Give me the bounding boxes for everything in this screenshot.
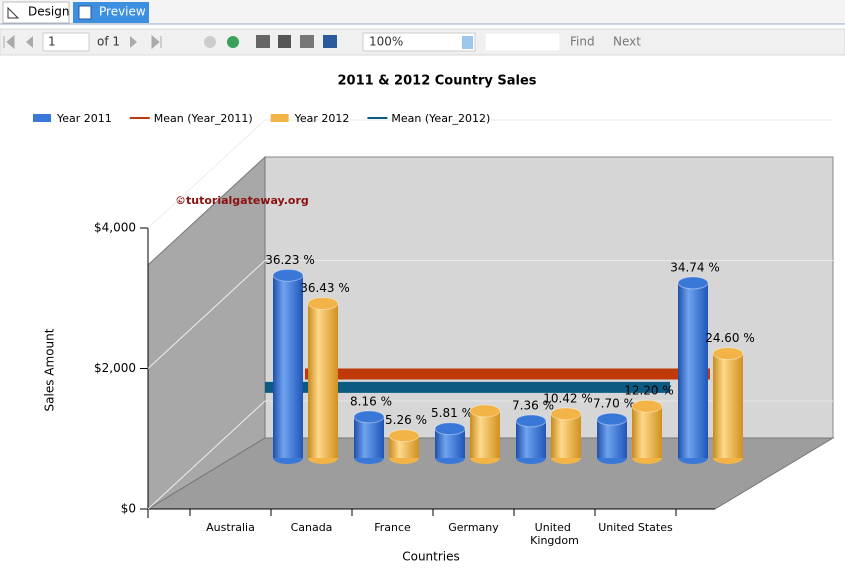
- value-label: 8.16 %: [350, 394, 392, 408]
- value-label: 12.20 %: [624, 384, 674, 398]
- value-label: 5.81 %: [431, 406, 473, 420]
- y-tick-label: $2,000: [94, 361, 136, 375]
- design-tab[interactable]: [2, 1, 70, 24]
- legend-label: Mean (Year_2012): [391, 112, 490, 125]
- next-page-button[interactable]: [130, 36, 137, 48]
- value-label: 24.60 %: [705, 331, 755, 345]
- bar: [551, 413, 581, 458]
- page-input[interactable]: [42, 32, 90, 52]
- tab-label: Preview: [99, 5, 146, 19]
- bar: [516, 420, 546, 458]
- bar-top: [515, 414, 547, 428]
- watermark: ©tutorialgateway.org: [175, 194, 309, 207]
- find-input[interactable]: [484, 32, 561, 52]
- bar-top: [677, 276, 709, 290]
- export-button[interactable]: [323, 35, 337, 48]
- bar: [678, 282, 708, 458]
- design-icon: [7, 6, 20, 19]
- value-label: 5.26 %: [385, 413, 427, 427]
- x-tick-label: Germany: [448, 521, 499, 534]
- tab-label: Design: [28, 5, 69, 19]
- bar: [389, 435, 419, 458]
- y-tick-label: $4,000: [94, 221, 136, 235]
- legend-label: Year 2011: [56, 112, 112, 125]
- zoom-dropdown[interactable]: [462, 36, 473, 49]
- page-count: of 1: [97, 35, 120, 49]
- bar-top: [596, 412, 628, 426]
- x-tick-label: United States: [598, 521, 673, 534]
- value-label: 7.36 %: [512, 398, 554, 412]
- print-button[interactable]: [256, 35, 270, 48]
- grid-line: [147, 119, 266, 229]
- stop-button[interactable]: [204, 36, 216, 48]
- x-axis-title: Countries: [402, 550, 460, 564]
- bar-top: [353, 410, 385, 424]
- first-page-button[interactable]: [3, 34, 15, 50]
- next-button[interactable]: Next: [613, 35, 641, 49]
- bar-top: [712, 347, 744, 361]
- page-number: 1: [48, 35, 56, 49]
- value-label: 36.23 %: [265, 253, 315, 267]
- x-tick-label-line: Kingdom: [530, 534, 579, 547]
- legend-swatch: [33, 114, 51, 122]
- prev-page-button[interactable]: [26, 36, 33, 48]
- bar-top: [307, 296, 339, 310]
- y-axis-title: Sales Amount: [43, 328, 57, 411]
- value-label: 10.42 %: [543, 391, 593, 405]
- value-label: 36.43 %: [300, 281, 350, 295]
- zoom-select[interactable]: [362, 32, 476, 52]
- zoom-value: 100%: [369, 35, 403, 49]
- x-tick-label: France: [374, 521, 411, 534]
- value-label: 7.70 %: [593, 397, 635, 411]
- x-tick-label: Canada: [291, 521, 333, 534]
- bar-top: [631, 399, 663, 413]
- layout-button[interactable]: [278, 35, 291, 48]
- bar-top: [550, 407, 582, 421]
- bar: [308, 303, 338, 458]
- preview-icon: [78, 5, 92, 20]
- legend-label: Mean (Year_2011): [154, 112, 253, 125]
- bar: [597, 419, 627, 458]
- bar: [273, 275, 303, 458]
- bar-top: [469, 404, 501, 418]
- bar: [470, 410, 500, 458]
- value-label: 34.74 %: [670, 260, 720, 274]
- chart-title: 2011 & 2012 Country Sales: [337, 74, 536, 89]
- x-tick-label: Australia: [206, 521, 255, 534]
- preview-tab[interactable]: [73, 2, 149, 23]
- bar: [632, 406, 662, 458]
- find-button[interactable]: Find: [570, 35, 595, 49]
- bar-top: [272, 268, 304, 282]
- grid-line: [147, 260, 266, 369]
- page-setup-button[interactable]: [300, 35, 314, 48]
- grid-line: [147, 400, 266, 510]
- legend-label: Year 2012: [294, 112, 350, 125]
- bar: [354, 416, 384, 458]
- last-page-button[interactable]: [151, 34, 162, 50]
- bar: [713, 353, 743, 458]
- x-tick-label: United Kingdom: [530, 521, 579, 547]
- bar-top: [388, 429, 420, 443]
- refresh-button[interactable]: [227, 36, 239, 48]
- y-tick-label: $0: [121, 502, 136, 516]
- x-tick-label-line: United: [535, 521, 575, 534]
- legend-swatch: [270, 114, 289, 122]
- bar-top: [434, 422, 466, 436]
